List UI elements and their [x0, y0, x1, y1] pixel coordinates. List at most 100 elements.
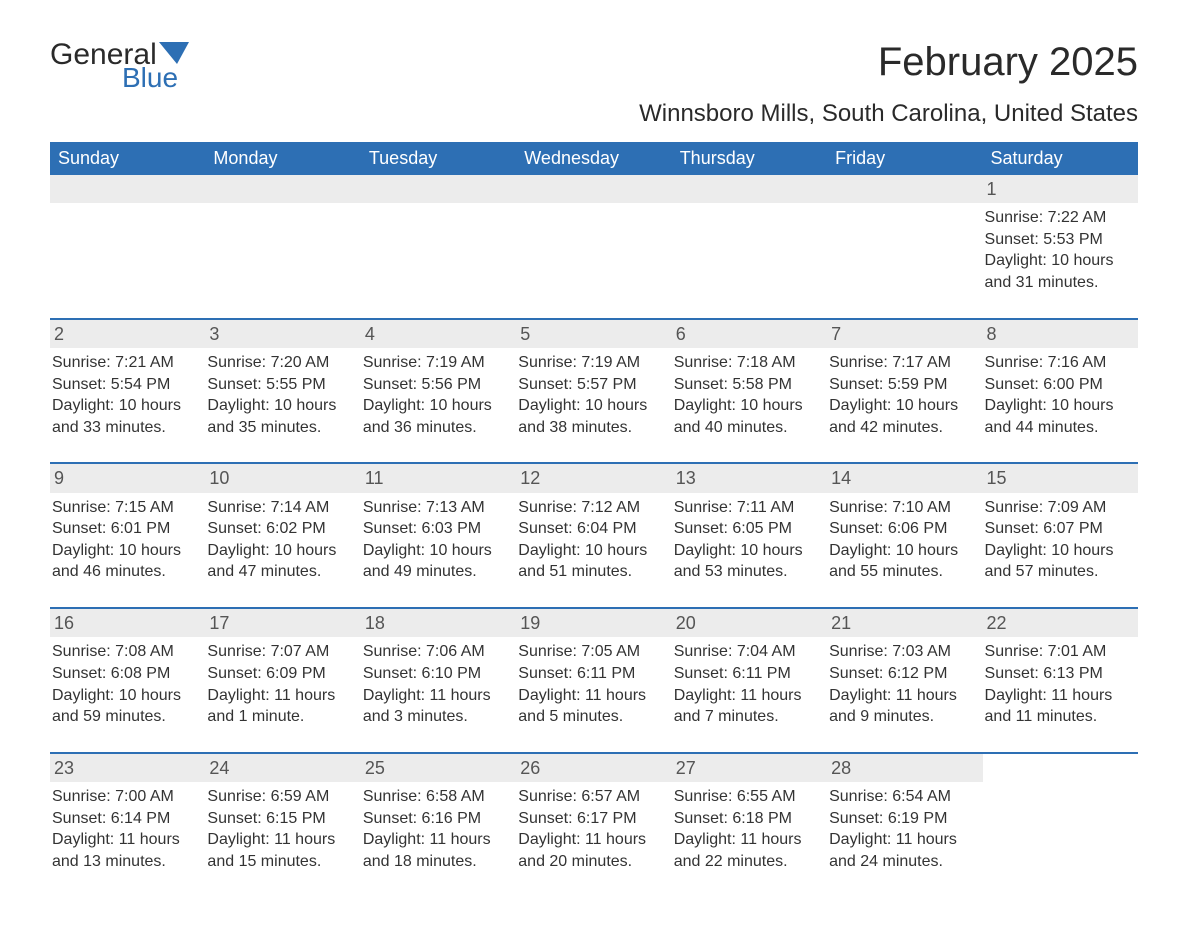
calendar-cell: 23Sunrise: 7:00 AMSunset: 6:14 PMDayligh… — [50, 753, 205, 897]
day-number: 1 — [983, 175, 1138, 203]
day-details: Sunrise: 6:57 AMSunset: 6:17 PMDaylight:… — [518, 786, 665, 872]
day-header: Saturday — [983, 142, 1138, 175]
sunrise-text: Sunrise: 7:00 AM — [52, 786, 199, 808]
day-details: Sunrise: 7:12 AMSunset: 6:04 PMDaylight:… — [518, 497, 665, 583]
calendar-cell: 19Sunrise: 7:05 AMSunset: 6:11 PMDayligh… — [516, 608, 671, 753]
day-details: Sunrise: 7:22 AMSunset: 5:53 PMDaylight:… — [985, 207, 1132, 293]
sunrise-text: Sunrise: 7:19 AM — [518, 352, 665, 374]
sunrise-text: Sunrise: 7:04 AM — [674, 641, 821, 663]
day-header: Tuesday — [361, 142, 516, 175]
sunrise-text: Sunrise: 7:18 AM — [674, 352, 821, 374]
sunrise-text: Sunrise: 7:05 AM — [518, 641, 665, 663]
calendar-head: SundayMondayTuesdayWednesdayThursdayFrid… — [50, 142, 1138, 175]
sunrise-text: Sunrise: 7:06 AM — [363, 641, 510, 663]
brand-logo: General Blue — [50, 40, 189, 92]
day-number: 16 — [50, 609, 205, 637]
day-header: Wednesday — [516, 142, 671, 175]
day-number: 7 — [827, 320, 982, 348]
calendar-table: SundayMondayTuesdayWednesdayThursdayFrid… — [50, 142, 1138, 896]
calendar-cell: 15 Sunrise: 7:09 AMSunset: 6:07 PMDayligh… — [983, 463, 1138, 608]
calendar-cell: 12Sunrise: 7:12 AMSunset: 6:04 PMDayligh… — [516, 463, 671, 608]
calendar-cell: 11 Sunrise: 7:13 AMSunset: 6:03 PMDayligh… — [361, 463, 516, 608]
day-number — [827, 175, 982, 203]
day-details: Sunrise: 7:18 AMSunset: 5:58 PMDaylight:… — [674, 352, 821, 438]
calendar-cell: 16Sunrise: 7:08 AMSunset: 6:08 PMDayligh… — [50, 608, 205, 753]
page-title: February 2025 — [878, 40, 1138, 85]
day-number — [50, 175, 205, 203]
sunrise-text: Sunrise: 7:19 AM — [363, 352, 510, 374]
calendar-cell: 28Sunrise: 6:54 AMSunset: 6:19 PMDayligh… — [827, 753, 982, 897]
calendar-cell: 9Sunrise: 7:15 AMSunset: 6:01 PMDaylight… — [50, 463, 205, 608]
day-details: Sunrise: 7:11 AMSunset: 6:05 PMDaylight:… — [674, 497, 821, 583]
daylight-text: Daylight: 10 hours and 44 minutes. — [985, 395, 1132, 438]
day-details: Sunrise: 7:03 AMSunset: 6:12 PMDaylight:… — [829, 641, 976, 727]
calendar-body: 1 Sunrise: 7:22 AMSunset: 5:53 PMDaylight… — [50, 175, 1138, 896]
sunrise-text: Sunrise: 7:11 AM — [674, 497, 821, 519]
daylight-text: Daylight: 10 hours and 57 minutes. — [985, 540, 1132, 583]
day-details: Sunrise: 7:09 AMSunset: 6:07 PMDaylight:… — [985, 497, 1132, 583]
calendar-cell: 21Sunrise: 7:03 AMSunset: 6:12 PMDayligh… — [827, 608, 982, 753]
daylight-text: Daylight: 10 hours and 31 minutes. — [985, 250, 1132, 293]
calendar-cell: 2Sunrise: 7:21 AMSunset: 5:54 PMDaylight… — [50, 319, 205, 464]
calendar-cell: 10 Sunrise: 7:14 AMSunset: 6:02 PMDayligh… — [205, 463, 360, 608]
daylight-text: Daylight: 10 hours and 40 minutes. — [674, 395, 821, 438]
day-details: Sunrise: 7:06 AMSunset: 6:10 PMDaylight:… — [363, 641, 510, 727]
sunset-text: Sunset: 6:15 PM — [207, 808, 354, 830]
sunrise-text: Sunrise: 7:12 AM — [518, 497, 665, 519]
daylight-text: Daylight: 11 hours and 18 minutes. — [363, 829, 510, 872]
sunset-text: Sunset: 5:58 PM — [674, 374, 821, 396]
calendar-week: 1 Sunrise: 7:22 AMSunset: 5:53 PMDaylight… — [50, 175, 1138, 319]
calendar-week: 9Sunrise: 7:15 AMSunset: 6:01 PMDaylight… — [50, 463, 1138, 608]
sunset-text: Sunset: 6:19 PM — [829, 808, 976, 830]
daylight-text: Daylight: 10 hours and 38 minutes. — [518, 395, 665, 438]
sunrise-text: Sunrise: 7:03 AM — [829, 641, 976, 663]
sunset-text: Sunset: 6:18 PM — [674, 808, 821, 830]
sunset-text: Sunset: 6:00 PM — [985, 374, 1132, 396]
daylight-text: Daylight: 10 hours and 35 minutes. — [207, 395, 354, 438]
calendar-cell: 13Sunrise: 7:11 AMSunset: 6:05 PMDayligh… — [672, 463, 827, 608]
brand-blue-text: Blue — [122, 64, 189, 92]
sunset-text: Sunset: 6:17 PM — [518, 808, 665, 830]
sunset-text: Sunset: 6:05 PM — [674, 518, 821, 540]
calendar-cell: 14Sunrise: 7:10 AMSunset: 6:06 PMDayligh… — [827, 463, 982, 608]
day-details: Sunrise: 7:16 AMSunset: 6:00 PMDaylight:… — [985, 352, 1132, 438]
sunset-text: Sunset: 5:54 PM — [52, 374, 199, 396]
day-details: Sunrise: 6:59 AMSunset: 6:15 PMDaylight:… — [207, 786, 354, 872]
calendar-cell-empty — [827, 175, 982, 319]
calendar-week: 23Sunrise: 7:00 AMSunset: 6:14 PMDayligh… — [50, 753, 1138, 897]
sunset-text: Sunset: 6:01 PM — [52, 518, 199, 540]
daylight-text: Daylight: 11 hours and 5 minutes. — [518, 685, 665, 728]
daylight-text: Daylight: 10 hours and 47 minutes. — [207, 540, 354, 583]
day-number: 10 — [205, 464, 360, 492]
daylight-text: Daylight: 10 hours and 55 minutes. — [829, 540, 976, 583]
sunrise-text: Sunrise: 7:07 AM — [207, 641, 354, 663]
sunset-text: Sunset: 6:06 PM — [829, 518, 976, 540]
sunset-text: Sunset: 6:08 PM — [52, 663, 199, 685]
calendar-cell: 4Sunrise: 7:19 AMSunset: 5:56 PMDaylight… — [361, 319, 516, 464]
sunrise-text: Sunrise: 7:16 AM — [985, 352, 1132, 374]
sunrise-text: Sunrise: 7:20 AM — [207, 352, 354, 374]
day-details: Sunrise: 7:13 AMSunset: 6:03 PMDaylight:… — [363, 497, 510, 583]
calendar-cell-empty — [516, 175, 671, 319]
day-details: Sunrise: 7:17 AMSunset: 5:59 PMDaylight:… — [829, 352, 976, 438]
day-number: 17 — [205, 609, 360, 637]
calendar-cell: 3Sunrise: 7:20 AMSunset: 5:55 PMDaylight… — [205, 319, 360, 464]
day-details: Sunrise: 7:01 AMSunset: 6:13 PMDaylight:… — [985, 641, 1132, 727]
day-number: 15 — [983, 464, 1138, 492]
day-details: Sunrise: 7:07 AMSunset: 6:09 PMDaylight:… — [207, 641, 354, 727]
calendar-cell: 27Sunrise: 6:55 AMSunset: 6:18 PMDayligh… — [672, 753, 827, 897]
sunset-text: Sunset: 5:57 PM — [518, 374, 665, 396]
sunset-text: Sunset: 6:14 PM — [52, 808, 199, 830]
day-details: Sunrise: 6:58 AMSunset: 6:16 PMDaylight:… — [363, 786, 510, 872]
daylight-text: Daylight: 11 hours and 24 minutes. — [829, 829, 976, 872]
day-number: 11 — [361, 464, 516, 492]
day-number: 9 — [50, 464, 205, 492]
sunset-text: Sunset: 5:53 PM — [985, 229, 1132, 251]
sunset-text: Sunset: 6:09 PM — [207, 663, 354, 685]
calendar-cell-empty — [672, 175, 827, 319]
day-number — [205, 175, 360, 203]
day-number: 18 — [361, 609, 516, 637]
day-details: Sunrise: 7:21 AMSunset: 5:54 PMDaylight:… — [52, 352, 199, 438]
day-details: Sunrise: 7:14 AMSunset: 6:02 PMDaylight:… — [207, 497, 354, 583]
day-number: 24 — [205, 754, 360, 782]
